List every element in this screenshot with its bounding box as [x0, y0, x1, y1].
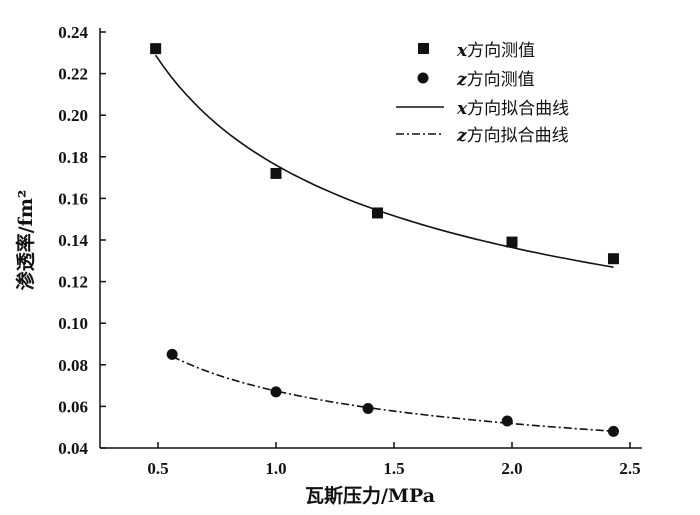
- z-fit-curve: [171, 355, 614, 432]
- z-data-point: [607, 425, 619, 437]
- y-tick-label: 0.08: [58, 356, 88, 375]
- y-tick-label: 0.14: [58, 231, 88, 250]
- legend-text: 方向拟合曲线: [467, 99, 569, 119]
- legend-prefix: x: [456, 41, 468, 61]
- y-tick-label: 0.20: [58, 106, 88, 125]
- x-tick-label: 0.5: [147, 459, 168, 478]
- z-data-point: [166, 348, 178, 360]
- legend-text: 方向测值: [467, 70, 535, 90]
- x-data-point: [506, 236, 518, 248]
- y-tick-label: 0.22: [58, 65, 88, 84]
- legend-label: z方向拟合曲线: [456, 126, 569, 146]
- x-tick-label: 1.5: [383, 459, 404, 478]
- y-tick-label: 0.16: [58, 189, 88, 208]
- legend-label: z方向测值: [456, 70, 535, 90]
- x-data-point: [371, 207, 383, 219]
- legend-label: x方向拟合曲线: [456, 99, 569, 119]
- legend-text: 方向测值: [467, 41, 535, 61]
- z-data-point: [270, 386, 282, 398]
- z-data-point: [501, 415, 513, 427]
- x-tick-label: 2.0: [501, 459, 522, 478]
- y-tick-label: 0.24: [58, 23, 88, 42]
- y-tick-label: 0.04: [58, 439, 88, 458]
- x-fit-curve: [154, 54, 614, 268]
- legend-prefix: z: [456, 70, 467, 90]
- y-axis-label: 渗透率/fm²: [14, 190, 37, 291]
- x-data-point: [607, 253, 619, 265]
- legend-prefix: x: [456, 99, 468, 119]
- y-tick-label: 0.12: [58, 273, 88, 292]
- legend-square-marker: [418, 43, 429, 54]
- x-tick-label: 1.0: [265, 459, 286, 478]
- y-tick-label: 0.10: [58, 314, 88, 333]
- legend-prefix: z: [456, 126, 467, 146]
- y-tick-label: 0.18: [58, 148, 88, 167]
- x-axis-label: 瓦斯压力/MPa: [305, 484, 435, 507]
- x-data-point: [150, 43, 162, 55]
- y-tick-label: 0.06: [58, 397, 88, 416]
- z-data-point: [362, 402, 374, 414]
- legend-label: x方向测值: [456, 41, 535, 61]
- x-data-point: [270, 167, 282, 179]
- legend-circle-marker: [417, 72, 429, 84]
- x-tick-label: 2.5: [619, 459, 640, 478]
- legend-text: 方向拟合曲线: [467, 126, 569, 146]
